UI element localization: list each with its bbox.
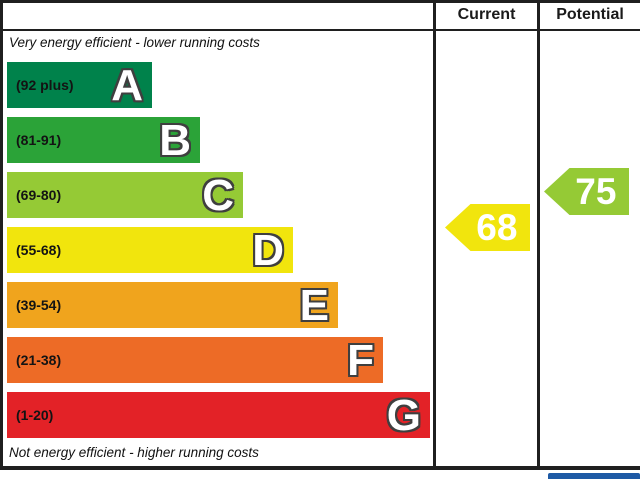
- band-range-label: (39-54): [16, 297, 62, 313]
- band-f: (21-38) F: [7, 336, 383, 385]
- band-range-label: (92 plus): [16, 77, 74, 93]
- band-range-label: (1-20): [16, 407, 54, 423]
- table-border-left: [0, 0, 3, 470]
- band-range-label: (21-38): [16, 352, 62, 368]
- band-letter: E: [299, 281, 329, 330]
- current-rating-value: 68: [476, 207, 518, 248]
- potential-rating-arrow: 75: [544, 168, 629, 215]
- band-letter: C: [202, 171, 234, 220]
- potential-rating-value: 75: [575, 171, 617, 212]
- band-b: (81-91) B: [7, 116, 200, 165]
- band-d: (55-68) D: [7, 226, 293, 275]
- potential-column-divider: [537, 0, 540, 470]
- current-rating-arrow: 68: [445, 204, 530, 251]
- band-letter: G: [386, 391, 421, 440]
- top-note: Very energy efficient - lower running co…: [9, 35, 260, 50]
- band-letter: B: [159, 116, 191, 165]
- current-column-divider: [433, 0, 436, 470]
- table-border-top: [0, 0, 640, 3]
- band-letter: F: [347, 336, 374, 385]
- band-e: (39-54) E: [7, 281, 338, 330]
- band-range-label: (55-68): [16, 242, 62, 258]
- bottom-note: Not energy efficient - higher running co…: [9, 445, 259, 460]
- table-border-bottom: [0, 466, 640, 470]
- band-letter: D: [252, 226, 284, 275]
- band-g: (1-20) G: [7, 391, 430, 440]
- potential-column-header: Potential: [556, 6, 624, 23]
- eu-banner-strip: [548, 473, 640, 479]
- band-letter: A: [111, 61, 143, 110]
- current-column-header: Current: [457, 6, 516, 23]
- band-c: (69-80) C: [7, 171, 243, 220]
- band-a: (92 plus) A: [7, 61, 152, 110]
- band-range-label: (81-91): [16, 132, 62, 148]
- band-range-label: (69-80): [16, 187, 62, 203]
- header-underline: [0, 29, 640, 31]
